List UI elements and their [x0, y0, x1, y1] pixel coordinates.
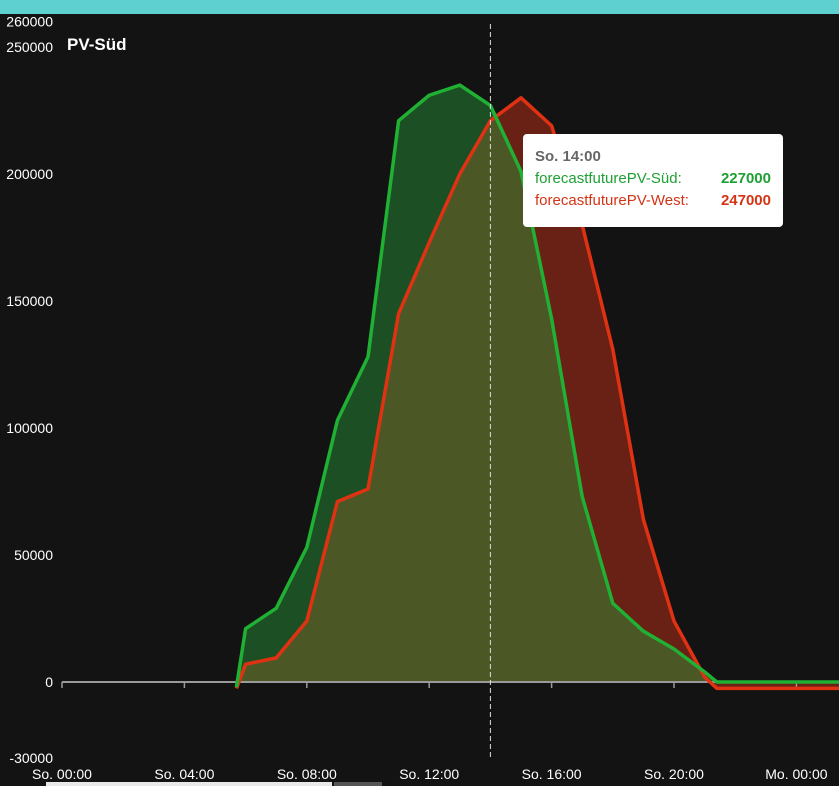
y-tick-label: 250000 — [6, 39, 53, 55]
x-tick-label: So. 16:00 — [522, 766, 582, 782]
y-tick-label: 150000 — [6, 293, 53, 309]
y-tick-label: 100000 — [6, 420, 53, 436]
x-tick-label: So. 12:00 — [399, 766, 459, 782]
x-tick-label: So. 20:00 — [644, 766, 704, 782]
tooltip-label: forecastfuturePV-Süd: — [535, 170, 682, 187]
x-tick-label: So. 08:00 — [277, 766, 337, 782]
area-sued — [236, 85, 839, 688]
scrollbar-thumb[interactable] — [46, 782, 332, 786]
scrollbar-track[interactable] — [334, 782, 382, 786]
tooltip-value: 247000 — [720, 192, 771, 209]
y-tick-label: 0 — [45, 674, 53, 690]
area-west — [236, 97, 839, 689]
x-tick-label: Mo. 00:00 — [765, 766, 827, 782]
tooltip-label: forecastfuturePV-West: — [535, 192, 689, 209]
chart-title: PV-Süd — [67, 35, 127, 54]
y-tick-label: -30000 — [9, 750, 53, 766]
x-tick-label: So. 00:00 — [32, 766, 92, 782]
tooltip-row-west: forecastfuturePV-West: 247000 — [535, 190, 771, 212]
tooltip-title: So. 14:00 — [535, 148, 601, 165]
tooltip-row-sued: forecastfuturePV-Süd: 227000 — [535, 168, 771, 190]
tooltip: So. 14:00 forecastfuturePV-Süd: 227000 f… — [523, 134, 783, 227]
y-tick-label: 260000 — [6, 14, 53, 30]
top-toolbar — [0, 0, 839, 14]
y-tick-label: 200000 — [6, 166, 53, 182]
x-tick-label: So. 04:00 — [154, 766, 214, 782]
tooltip-value: 227000 — [720, 170, 771, 187]
y-tick-label: 50000 — [14, 547, 53, 563]
